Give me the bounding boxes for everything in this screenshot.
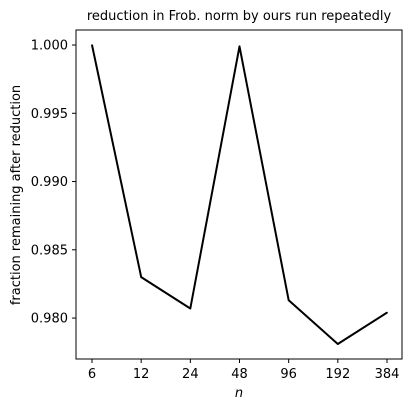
- series-line: [91, 44, 388, 345]
- x-tick-label: 12: [133, 367, 150, 382]
- x-tick-label: 48: [231, 367, 248, 382]
- x-axis-label: n: [235, 386, 243, 401]
- data-point: [386, 311, 388, 314]
- y-tick-label: 0.990: [31, 175, 68, 190]
- y-tick-label: 0.995: [31, 107, 68, 122]
- data-points: [91, 44, 388, 345]
- x-axis: 6 12 24 48 96 192 384: [88, 359, 400, 382]
- plot-area-frame: [75, 29, 403, 360]
- data-point: [287, 299, 290, 302]
- chart-title: reduction in Frob. norm by ours run repe…: [87, 9, 392, 24]
- data-point: [140, 276, 142, 278]
- x-tick-label: 192: [325, 367, 350, 382]
- x-tick-label: 6: [88, 367, 96, 382]
- y-tick-label: 0.980: [31, 312, 68, 327]
- y-tick-label: 0.985: [31, 243, 68, 258]
- data-point: [337, 343, 339, 345]
- data-point: [91, 44, 93, 46]
- y-tick-label: 1.000: [31, 39, 68, 54]
- x-tick-label: 384: [375, 367, 400, 382]
- x-tick-label: 24: [182, 367, 199, 382]
- y-axis-label: fraction remaining after reduction: [9, 85, 24, 305]
- y-axis: 0.980 0.985 0.990 0.995 1.000: [31, 39, 76, 327]
- data-point: [189, 307, 192, 310]
- x-tick-label: 96: [280, 367, 297, 382]
- data-point: [238, 45, 241, 48]
